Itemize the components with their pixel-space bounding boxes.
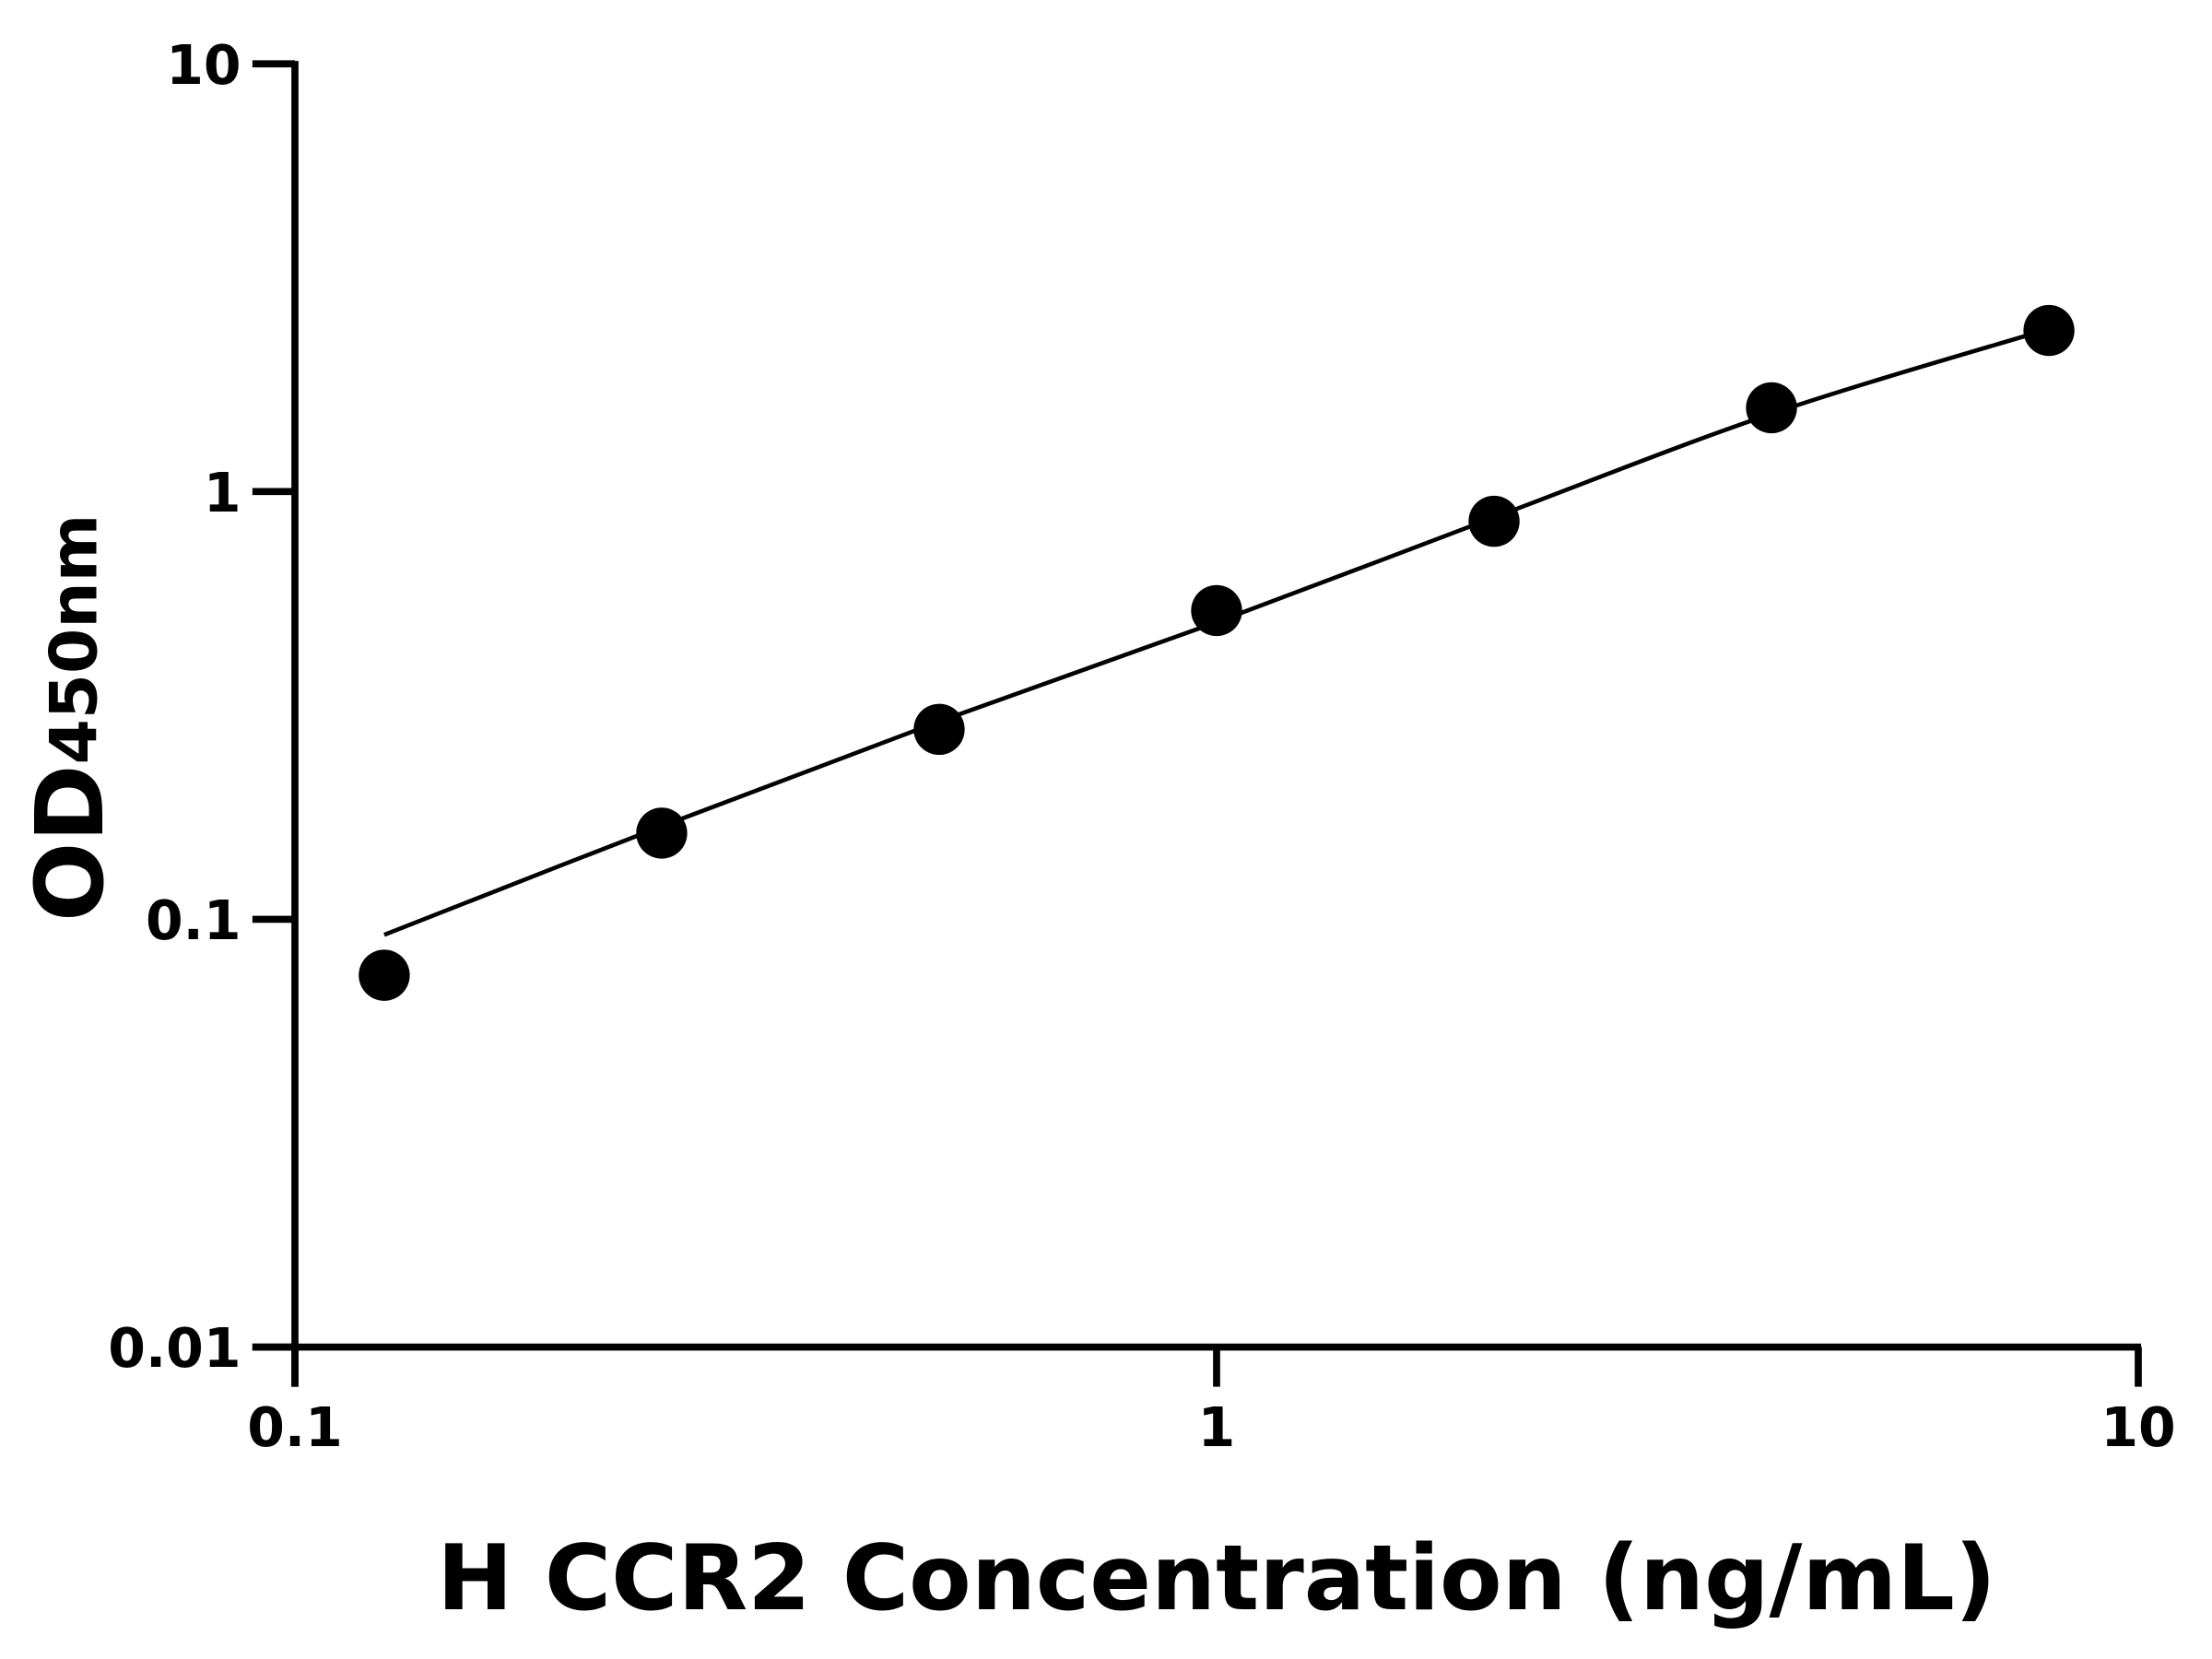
- data-points: [359, 304, 2075, 1001]
- y-axis-label-sub: 450nm: [36, 514, 112, 765]
- y-axis-label: OD450nm: [16, 514, 124, 922]
- x-tick-label: 10: [2100, 1396, 2175, 1459]
- y-tick-label: 0.1: [146, 889, 241, 952]
- svg-text:OD450nm: OD450nm: [16, 514, 124, 922]
- y-tick-label: 1: [204, 462, 241, 524]
- x-axis-label: H CCR2 Concentration (ng/mL): [437, 1526, 1996, 1631]
- x-tick-label: 0.1: [247, 1396, 343, 1459]
- axes: [252, 61, 2142, 1387]
- y-tick-label: 10: [166, 34, 241, 97]
- data-point: [1468, 495, 1520, 547]
- x-tick-label: 1: [1198, 1396, 1236, 1459]
- y-axis-label-main: OD: [16, 764, 124, 922]
- data-point: [359, 949, 410, 1001]
- data-point: [2023, 304, 2075, 357]
- data-point: [636, 807, 688, 859]
- data-point: [1746, 382, 1797, 434]
- y-tick-label: 0.01: [108, 1317, 241, 1380]
- data-point: [1191, 584, 1242, 637]
- data-point: [913, 703, 965, 756]
